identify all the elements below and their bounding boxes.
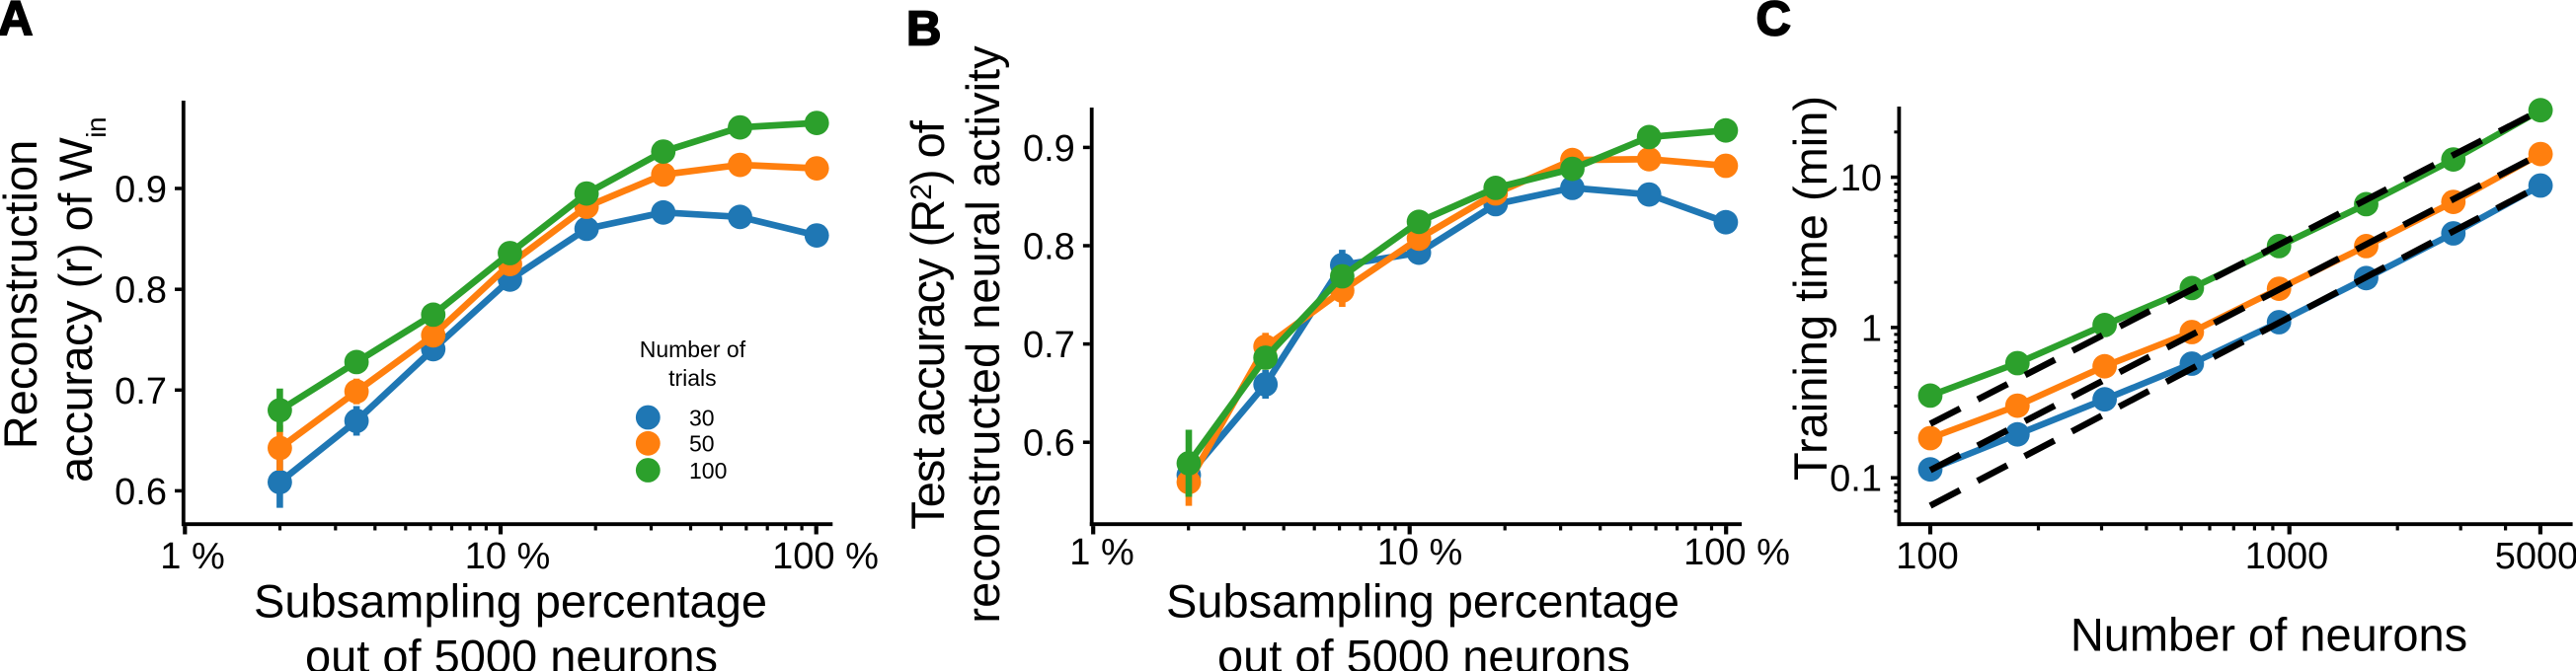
svg-text:out of 5000 neurons: out of 5000 neurons — [305, 631, 718, 671]
svg-text:5000: 5000 — [2495, 536, 2576, 577]
svg-text:0.1: 0.1 — [1830, 459, 1882, 500]
svg-text:0.7: 0.7 — [1023, 325, 1075, 366]
svg-text:0.8: 0.8 — [1023, 227, 1075, 268]
svg-text:1: 1 — [1861, 308, 1882, 349]
svg-text:C: C — [1756, 0, 1791, 46]
svg-text:Number of: Number of — [640, 336, 746, 362]
svg-text:100 %: 100 % — [1683, 532, 1790, 573]
svg-text:100: 100 — [1896, 536, 1958, 577]
svg-text:0.6: 0.6 — [1023, 423, 1075, 465]
svg-text:1 %: 1 % — [1069, 532, 1133, 573]
svg-text:A: A — [0, 0, 33, 45]
svg-text:100 %: 100 % — [772, 536, 879, 577]
svg-text:10: 10 — [1840, 158, 1882, 199]
svg-text:0.9: 0.9 — [115, 170, 167, 211]
svg-text:0.9: 0.9 — [1023, 128, 1075, 170]
svg-text:Reconstruction: Reconstruction — [0, 140, 46, 450]
svg-text:accuracy (r) of Win: accuracy (r) of Win — [49, 117, 112, 483]
svg-text:Subsampling percentage: Subsampling percentage — [1166, 575, 1679, 628]
svg-text:B: B — [906, 3, 941, 56]
svg-text:0.6: 0.6 — [115, 472, 167, 513]
svg-text:10 %: 10 % — [1377, 532, 1463, 573]
svg-text:1 %: 1 % — [160, 536, 224, 577]
svg-text:reconstructed neural activity: reconstructed neural activity — [957, 45, 1009, 624]
svg-text:out of 5000 neurons: out of 5000 neurons — [1217, 631, 1630, 671]
svg-text:Number of neurons: Number of neurons — [2070, 609, 2467, 661]
svg-text:1000: 1000 — [2245, 536, 2329, 577]
svg-text:Subsampling percentage: Subsampling percentage — [254, 575, 767, 628]
svg-text:10 %: 10 % — [465, 536, 551, 577]
svg-text:0.7: 0.7 — [115, 371, 167, 412]
svg-text:100: 100 — [689, 458, 727, 484]
svg-text:50: 50 — [689, 431, 715, 457]
svg-text:30: 30 — [689, 405, 715, 430]
svg-text:Test accuracy (R2) of: Test accuracy (R2) of — [901, 119, 954, 530]
svg-text:Training time (min): Training time (min) — [1784, 96, 1836, 481]
svg-text:trials: trials — [668, 365, 717, 391]
svg-text:0.8: 0.8 — [115, 270, 167, 312]
